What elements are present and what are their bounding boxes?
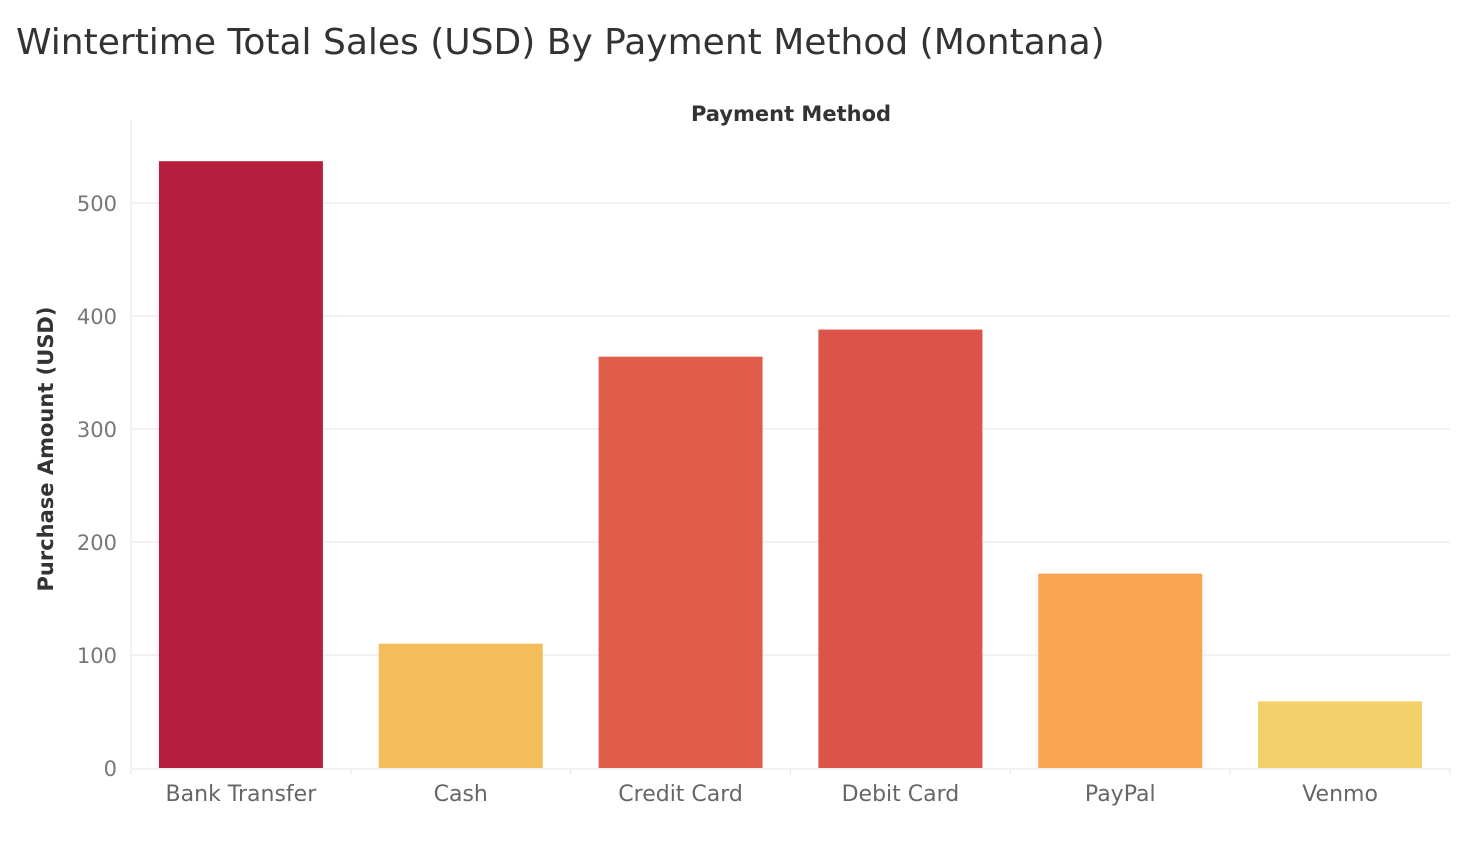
bar	[158, 161, 323, 768]
y-tick-label: 200	[77, 531, 117, 555]
chart-title: Wintertime Total Sales (USD) By Payment …	[16, 22, 1105, 63]
y-tick-label: 300	[77, 418, 117, 442]
bar	[1258, 701, 1423, 768]
bar	[598, 356, 763, 768]
x-tick-label: Bank Transfer	[166, 782, 318, 807]
gridlines	[131, 202, 1450, 656]
x-tick-label: Venmo	[1302, 782, 1378, 807]
bar	[1038, 573, 1203, 768]
x-tick-label: Cash	[434, 782, 488, 807]
y-tick-label: 400	[77, 305, 117, 329]
y-axis-title: Purchase Amount (USD)	[34, 307, 58, 592]
y-tick-label: 0	[104, 757, 117, 781]
x-tick-label: Credit Card	[618, 782, 743, 807]
bars	[158, 161, 1423, 768]
x-axis-title: Payment Method	[691, 102, 891, 126]
bar	[818, 329, 983, 768]
y-tick-label: 100	[77, 644, 117, 668]
x-tick-label: Debit Card	[842, 782, 960, 807]
x-tick-label: PayPal	[1085, 782, 1156, 807]
y-tick-label: 500	[77, 192, 117, 216]
bar	[378, 643, 543, 768]
labels: 0 100 200 300 400 500 Bank Transfer Cash Credit …	[77, 192, 1378, 807]
axes	[130, 120, 1451, 775]
